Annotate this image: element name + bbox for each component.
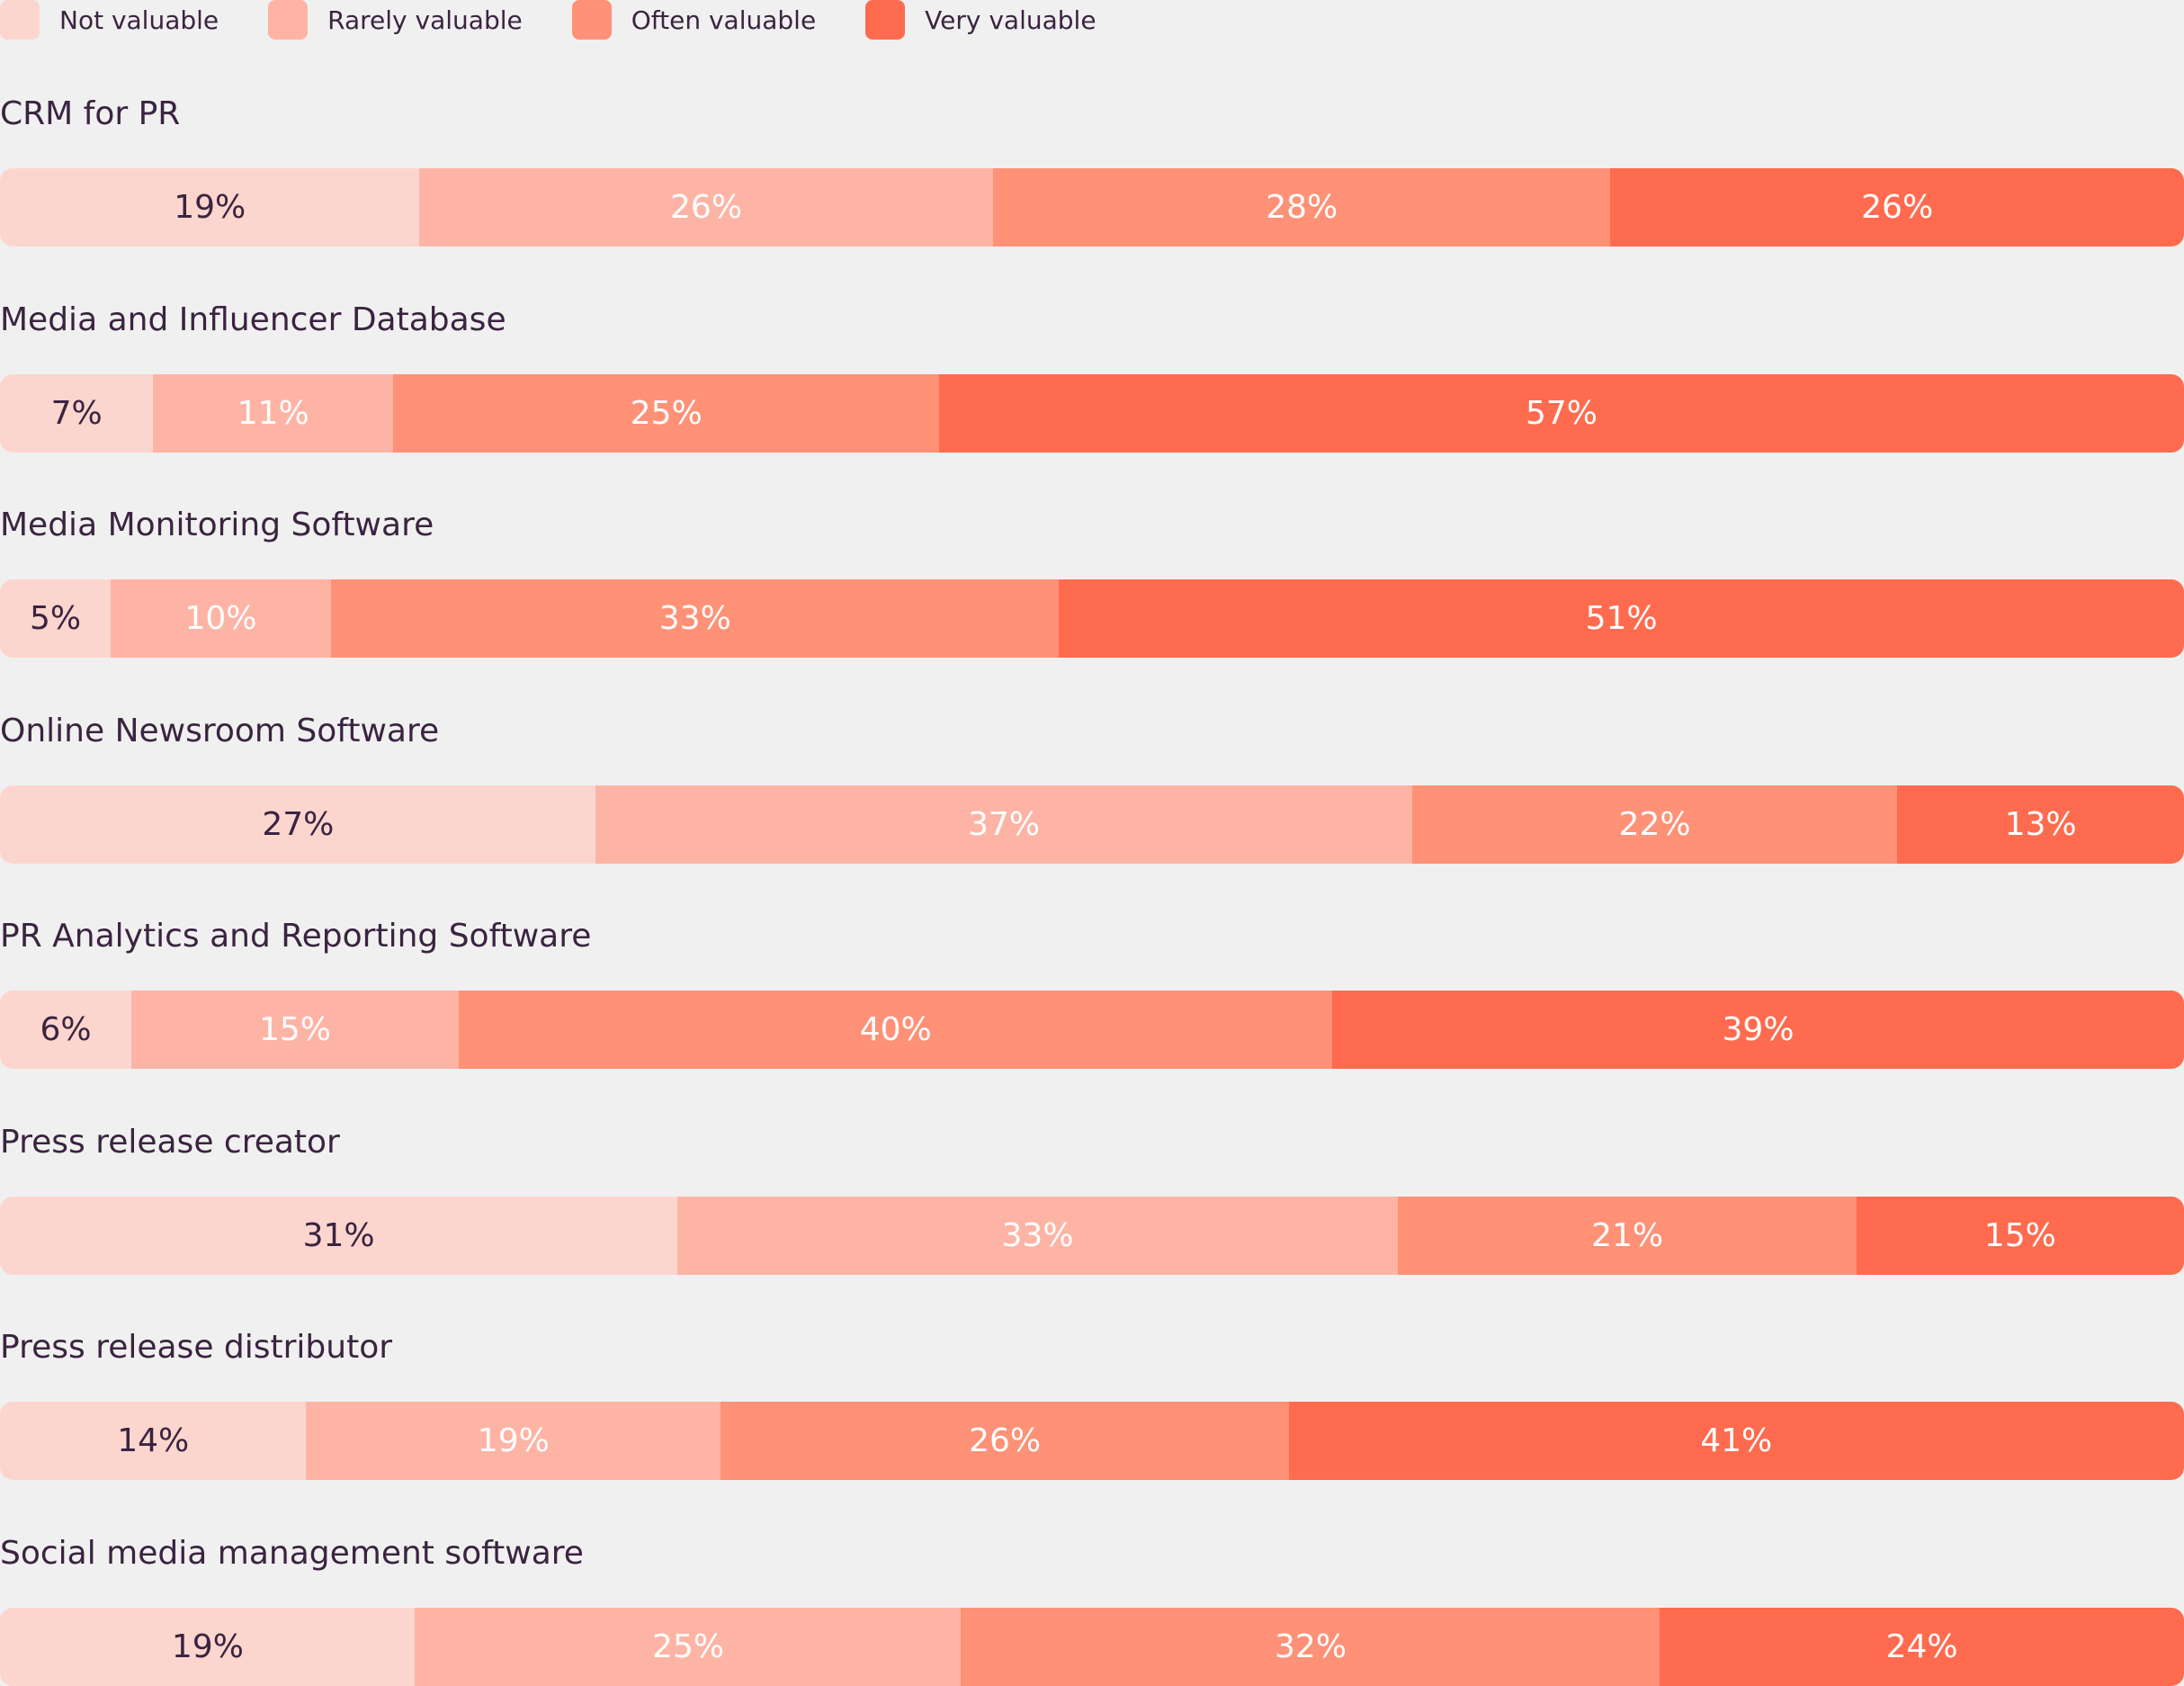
legend-label: Rarely valuable [327, 4, 523, 35]
legend-swatch [571, 0, 612, 40]
segment-value-label: 22% [1618, 806, 1691, 843]
category-label: Media and Influencer Database [0, 301, 506, 338]
stacked-bar: 5% 10% 33% 51% [0, 579, 2184, 658]
segment-value-label: 19% [477, 1422, 550, 1459]
legend-item-very-valuable: Very valuable [865, 0, 1096, 40]
segment-value-label: 28% [1266, 189, 1338, 226]
category-label: Online Newsroom Software [0, 713, 440, 749]
legend-item-often-valuable: Often valuable [571, 0, 817, 40]
bar-segment-very-valuable: 51% [1059, 579, 2184, 658]
segment-value-label: 15% [1983, 1217, 2056, 1254]
segment-value-label: 33% [658, 600, 731, 637]
segment-value-label: 15% [259, 1011, 332, 1048]
segment-value-label: 27% [262, 806, 335, 843]
legend-swatch [268, 0, 309, 40]
segment-value-label: 26% [969, 1422, 1042, 1459]
segment-value-label: 24% [1885, 1628, 1958, 1665]
bar-segment-often-valuable: 22% [1411, 785, 1898, 864]
segment-value-label: 33% [1001, 1217, 1074, 1254]
bar-segment-not-valuable: 6% [0, 991, 132, 1069]
bar-segment-rarely-valuable: 15% [130, 991, 460, 1069]
bar-segment-not-valuable: 14% [0, 1402, 307, 1480]
stacked-bar: 6% 15% 40% 39% [0, 991, 2184, 1069]
segment-value-label: 14% [117, 1422, 190, 1459]
bar-segment-often-valuable: 21% [1397, 1197, 1857, 1275]
stacked-bar: 7% 11% 25% 57% [0, 374, 2184, 453]
bar-segment-not-valuable: 5% [0, 579, 112, 658]
bar-segment-not-valuable: 19% [0, 168, 420, 247]
bar-segment-rarely-valuable: 25% [415, 1608, 962, 1686]
legend-item-rarely-valuable: Rarely valuable [268, 0, 523, 40]
bar-segment-rarely-valuable: 11% [152, 374, 394, 453]
bar-segment-often-valuable: 40% [458, 991, 1333, 1069]
bar-segment-rarely-valuable: 26% [418, 168, 994, 247]
stacked-bar: 14% 19% 26% 41% [0, 1402, 2184, 1480]
bar-segment-rarely-valuable: 37% [595, 785, 1413, 864]
bar-segment-rarely-valuable: 19% [305, 1402, 721, 1480]
stacked-bar: 27% 37% 22% 13% [0, 785, 2184, 864]
category-label: Social media management software [0, 1535, 584, 1572]
segment-value-label: 26% [670, 189, 743, 226]
segment-value-label: 7% [50, 395, 103, 432]
segment-value-label: 21% [1591, 1217, 1664, 1254]
legend-swatch [865, 0, 906, 40]
bar-segment-not-valuable: 7% [0, 374, 154, 453]
segment-value-label: 26% [1861, 189, 1934, 226]
segment-value-label: 10% [184, 600, 257, 637]
segment-value-label: 51% [1585, 600, 1658, 637]
bar-segment-often-valuable: 25% [393, 374, 940, 453]
bar-segment-not-valuable: 31% [0, 1197, 678, 1275]
bar-segment-rarely-valuable: 10% [110, 579, 332, 658]
category-label: PR Analytics and Reporting Software [0, 918, 592, 955]
segment-value-label: 57% [1526, 395, 1598, 432]
segment-value-label: 19% [171, 1628, 244, 1665]
segment-value-label: 11% [237, 395, 309, 432]
stacked-bar: 31% 33% 21% 15% [0, 1197, 2184, 1275]
bar-segment-often-valuable: 32% [961, 1608, 1660, 1686]
bar-segment-very-valuable: 26% [1610, 168, 2184, 247]
stacked-bar: 19% 25% 32% 24% [0, 1608, 2184, 1686]
segment-value-label: 6% [40, 1011, 92, 1048]
segment-value-label: 39% [1722, 1011, 1795, 1048]
bar-segment-very-valuable: 13% [1897, 785, 2184, 864]
category-label: Press release distributor [0, 1329, 393, 1366]
bar-segment-very-valuable: 41% [1288, 1402, 2184, 1480]
bar-segment-very-valuable: 24% [1660, 1608, 2184, 1686]
legend-label: Not valuable [59, 4, 219, 35]
bar-segment-often-valuable: 28% [992, 168, 1611, 247]
category-label: Press release creator [0, 1124, 340, 1161]
bar-segment-often-valuable: 26% [721, 1402, 1289, 1480]
segment-value-label: 32% [1275, 1628, 1347, 1665]
segment-value-label: 41% [1700, 1422, 1773, 1459]
stacked-bar: 19% 26% 28% 26% [0, 168, 2184, 247]
legend-swatch [0, 0, 40, 40]
bar-segment-not-valuable: 27% [0, 785, 596, 864]
category-label: Media Monitoring Software [0, 507, 434, 543]
bar-segment-often-valuable: 33% [330, 579, 1060, 658]
bar-segment-very-valuable: 15% [1856, 1197, 2184, 1275]
segment-value-label: 25% [630, 395, 703, 432]
segment-value-label: 25% [652, 1628, 725, 1665]
bar-segment-very-valuable: 57% [939, 374, 2184, 453]
legend-label: Often valuable [631, 4, 817, 35]
segment-value-label: 5% [30, 600, 82, 637]
bar-segment-not-valuable: 19% [0, 1608, 416, 1686]
segment-value-label: 37% [968, 806, 1041, 843]
bar-segment-very-valuable: 39% [1332, 991, 2184, 1069]
segment-value-label: 31% [302, 1217, 375, 1254]
bar-segment-rarely-valuable: 33% [676, 1197, 1399, 1275]
legend-label: Very valuable [925, 4, 1096, 35]
category-label: CRM for PR [0, 95, 181, 132]
segment-value-label: 19% [174, 189, 246, 226]
segment-value-label: 13% [2004, 806, 2077, 843]
chart-legend: Not valuable Rarely valuable Often valuabl… [0, 0, 1146, 40]
legend-item-not-valuable: Not valuable [0, 0, 219, 40]
segment-value-label: 40% [859, 1011, 932, 1048]
